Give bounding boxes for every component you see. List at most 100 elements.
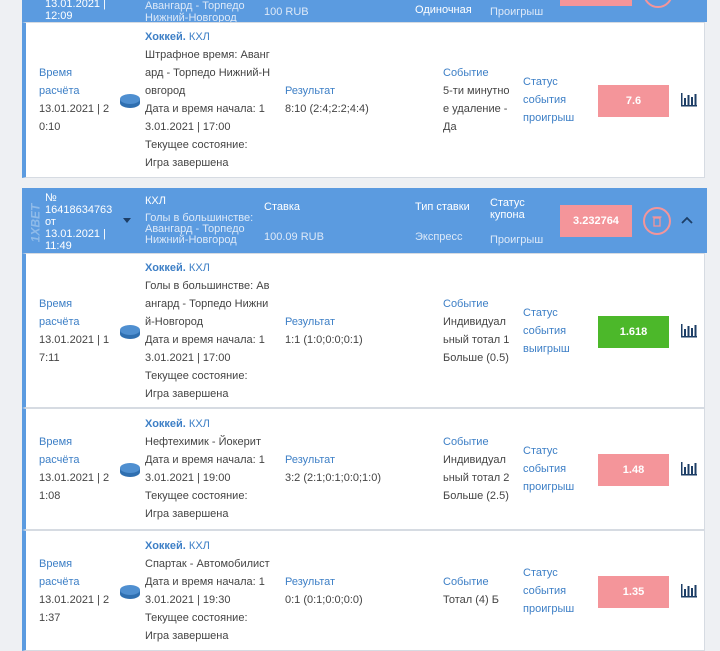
coupon-league: КХЛ xyxy=(145,195,166,207)
state-value: Игра завершена xyxy=(145,629,229,642)
result-value: 3:2 (2:1;0:1;0:0;1:0) xyxy=(285,472,382,484)
start-line: Дата и время начала: 13.01.2021 | 17:00 xyxy=(145,100,273,136)
status-value: проигрыш xyxy=(523,112,575,124)
stats-icon[interactable] xyxy=(680,323,698,338)
date: 13.01.2021 | 11:49 xyxy=(45,228,106,252)
state-label: Текущее состояние: xyxy=(145,139,248,151)
league: КХЛ xyxy=(188,31,210,43)
coupon-bet-type: Одиночная xyxy=(415,4,472,16)
stake: 100.09 RUB xyxy=(264,231,324,243)
coupon-stake: 100 RUB xyxy=(264,6,309,18)
status-value: выигрыш xyxy=(523,342,570,355)
coupon-odds-box xyxy=(560,0,632,6)
match-title: Голы в большинстве: Авангард - Торпедо Н… xyxy=(145,279,270,328)
coupon-odds: 3.232764 xyxy=(560,205,632,237)
match-col: Хоккей. КХЛ Голы в большинстве: Авангард … xyxy=(145,254,273,407)
result-value: 8:10 (2:4;2:2;4:4) xyxy=(285,103,369,115)
settled-col: Время расчёта 13.01.2021 | 21:37 xyxy=(39,531,111,650)
result-col: Результат 3:2 (2:1;0:1;0:0;1:0) xyxy=(285,409,425,529)
state-value: Игра завершена xyxy=(145,508,229,520)
result-col: Результат 0:1 (0:1;0:0;0:0) xyxy=(285,531,425,650)
match-title: Спартак - Автомобилист xyxy=(145,557,270,570)
expand-icon[interactable] xyxy=(123,218,131,224)
start-label: Дата и время начала: xyxy=(145,575,256,588)
match-col: Хоккей. КХЛ Нефтехимик - Йокерит Дата и вр… xyxy=(145,409,273,529)
odds-box: 1.35 xyxy=(598,575,669,608)
settled-label: Время расчёта xyxy=(39,297,80,328)
event-value: 5-ти минутное удаление - Да xyxy=(443,85,510,133)
status-label: Статус события xyxy=(523,445,567,475)
odds-box: 1.48 xyxy=(598,454,669,486)
settled-col: Время расчёта 13.01.2021 | 17:11 xyxy=(39,254,111,407)
state-line: Текущее состояние: Игра завершена xyxy=(145,367,273,403)
collapse-icon[interactable] xyxy=(681,216,693,224)
state-line: Текущее состояние: Игра завершена xyxy=(145,487,273,523)
result-label: Результат xyxy=(285,454,336,466)
league: КХЛ xyxy=(188,261,210,274)
number-label: № xyxy=(45,192,57,204)
result-label: Результат xyxy=(285,575,336,588)
event-col: Событие Тотал (4) Б xyxy=(443,531,511,650)
start-time: 13.01.2021 | 17:00 xyxy=(145,333,265,364)
stats-icon[interactable] xyxy=(680,583,698,598)
bet-row: Время расчёта 13.01.2021 | 21:37 Хоккей. К… xyxy=(22,530,705,651)
bet-row: Время расчёта 13.01.2021 | 17:11 Хоккей. К… xyxy=(22,253,705,408)
settled-label: Время расчёта xyxy=(39,557,80,588)
delete-button[interactable] xyxy=(643,207,671,235)
state-label: Текущее состояние: xyxy=(145,611,248,624)
result-label: Результат xyxy=(285,85,336,97)
bet-type-label: Тип ставки xyxy=(415,201,470,213)
result-col: Результат 8:10 (2:4;2:2;4:4) xyxy=(285,23,425,177)
watermark: 1XBET xyxy=(28,203,43,243)
trash-icon xyxy=(652,216,662,227)
league: КХЛ xyxy=(188,539,210,552)
coupon-header-partial[interactable]: 13.01.2021 | 12:09 Авангард - Торпедо Ни… xyxy=(22,0,707,22)
odds-box: 7.6 xyxy=(598,85,669,117)
status-label: Статус события xyxy=(523,76,567,106)
event-col: Событие Индивидуальный тотал 2 Больше (2.… xyxy=(443,409,511,529)
status-col: Статус события проигрыш xyxy=(523,531,583,650)
sport-line: Хоккей. КХЛ xyxy=(145,28,273,46)
match-title: Штрафное время: Авангард - Торпедо Нижни… xyxy=(145,49,271,97)
start-time: 13.01.2021 | 19:00 xyxy=(145,454,265,484)
event-value: Индивидуальный тотал 1 Больше (0.5) xyxy=(443,315,510,364)
status-label: Статус события xyxy=(523,306,567,337)
settled-time: 13.01.2021 | 17:11 xyxy=(39,333,110,364)
event-value: Индивидуальный тотал 2 Больше (2.5) xyxy=(443,454,510,502)
coupon-event: Авангард - Торпедо Нижний-Новгород xyxy=(145,0,245,22)
state-line: Текущее состояние: Игра завершена xyxy=(145,609,273,645)
coupon-header[interactable]: 1XBET № 16418634763 от 13.01.2021 | 11:4… xyxy=(22,188,707,253)
state-label: Текущее состояние: xyxy=(145,369,248,382)
status-value: проигрыш xyxy=(523,481,575,493)
start-line: Дата и время начала: 13.01.2021 | 17:00 xyxy=(145,331,273,367)
sport-line: Хоккей. КХЛ xyxy=(145,415,273,433)
stats-icon[interactable] xyxy=(680,462,698,476)
result-col: Результат 1:1 (1:0;0:0;0:1) xyxy=(285,254,425,407)
state-value: Игра завершена xyxy=(145,157,229,169)
coupon-id: № 16418634763 от 13.01.2021 | 11:49 xyxy=(45,192,115,252)
start-line: Дата и время начала: 13.01.2021 | 19:30 xyxy=(145,573,273,609)
settled-col: Время расчёта 13.01.2021 | 21:08 xyxy=(39,409,111,529)
stats-icon[interactable] xyxy=(680,93,698,107)
start-line: Дата и время начала: 13.01.2021 | 19:00 xyxy=(145,451,273,487)
start-time: 13.01.2021 | 17:00 xyxy=(145,103,265,133)
start-label: Дата и время начала: xyxy=(145,333,256,346)
coupon-status: Проигрыш xyxy=(490,6,544,18)
match-title: Нефтехимик - Йокерит xyxy=(145,436,261,448)
sport: Хоккей. xyxy=(145,261,186,274)
event-col: Событие Индивидуальный тотал 1 Больше (0.… xyxy=(443,254,511,407)
sport: Хоккей. xyxy=(145,418,186,430)
start-label: Дата и время начала: xyxy=(145,103,256,115)
settled-label: Время расчёта xyxy=(39,67,80,97)
status-label: Статус купона xyxy=(490,197,525,221)
settled-time: 13.01.2021 | 21:37 xyxy=(39,593,110,624)
event-label: Событие xyxy=(443,436,489,448)
event-col: Событие 5-ти минутное удаление - Да xyxy=(443,23,511,177)
event-label: Событие xyxy=(443,297,489,310)
event-label: Событие xyxy=(443,67,489,79)
settled-time: 13.01.2021 | 20:10 xyxy=(39,103,110,133)
sport-line: Хоккей. КХЛ xyxy=(145,537,273,555)
delete-button[interactable] xyxy=(643,0,673,8)
event-label: Событие xyxy=(443,575,489,588)
